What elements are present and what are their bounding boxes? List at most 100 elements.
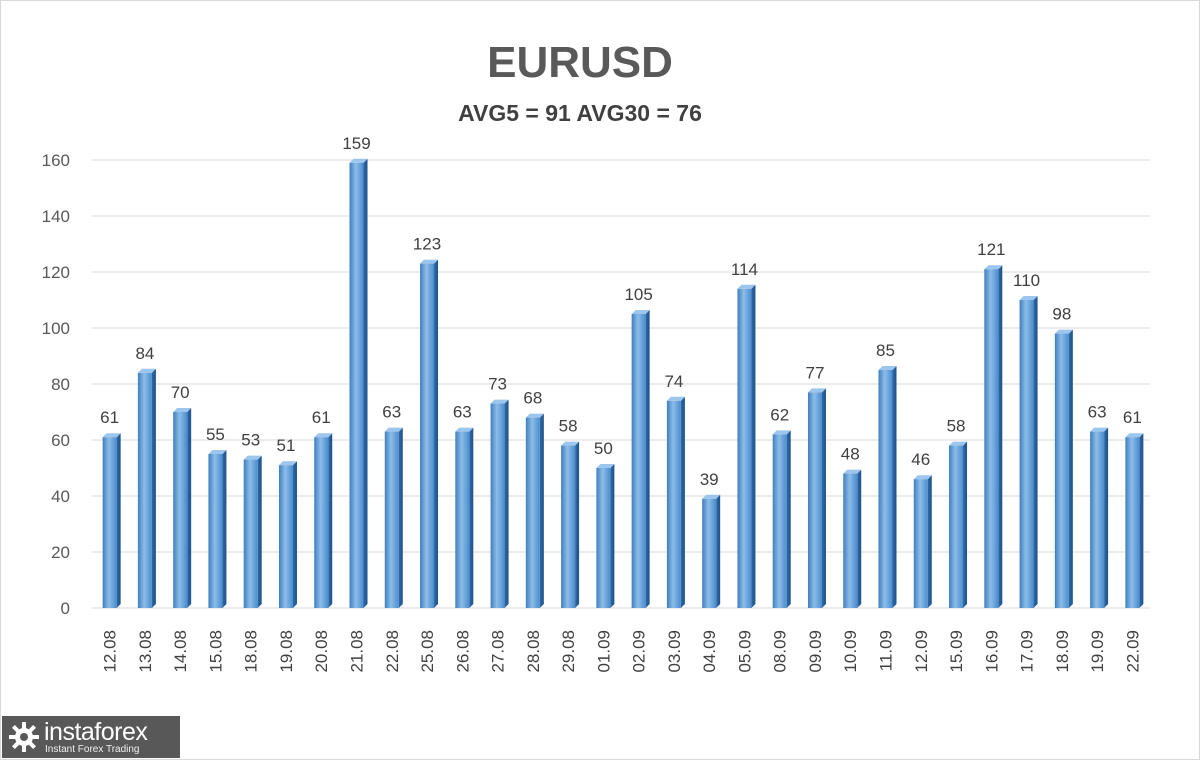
bar [490,399,509,608]
data-label: 58 [947,417,966,436]
bar-front [843,473,858,608]
bar-front [737,288,752,608]
bar-top [1090,427,1109,432]
x-tick-label: 13.08 [136,630,155,673]
data-labels: 61 84 70 55 53 51 61 159 63 123 63 73 68 58 50 105 74 39 1… [100,134,1142,489]
chart-title: EURUSD [487,38,673,87]
bar-side [892,366,897,608]
x-tick-label: 01.09 [594,630,613,673]
bar [102,433,121,608]
bar-top [349,158,368,163]
bar-top [949,441,968,446]
bar-top [314,433,333,438]
bar [984,265,1003,608]
data-label: 73 [488,375,507,394]
data-label: 63 [382,403,401,422]
bar [349,158,368,609]
logo-name: instaforex [44,718,148,746]
bar-side [434,259,439,608]
bar [278,461,297,608]
bar [243,455,262,608]
bar-front [596,468,611,608]
x-tick-label: 05.09 [735,630,754,673]
bar-front [702,498,717,608]
bar [1019,296,1038,608]
chart-subtitle: AVG5 = 91 AVG30 = 76 [458,100,702,126]
bar-front [631,314,646,608]
bar-front [102,437,117,608]
y-tick-label: 120 [42,263,70,282]
x-tick-label: 26.08 [453,630,472,673]
bar-front [1090,431,1105,608]
bar [913,475,932,608]
bar-side [927,475,932,608]
bar-top [596,464,615,468]
data-label: 159 [342,134,370,153]
bar-top [243,455,262,460]
bar-side [645,310,650,608]
bar-top [525,413,544,418]
bar-top [420,259,439,264]
bar-top [384,427,403,432]
bar-top [702,494,721,499]
bar-front [137,372,152,608]
x-tick-label: 17.09 [1018,630,1037,673]
bar-front [208,454,223,608]
bar-side [328,433,333,608]
data-label: 70 [171,383,190,402]
bar [596,464,615,608]
y-tick-label: 0 [61,599,70,618]
x-tick-label: 27.08 [489,630,508,673]
data-label: 46 [911,450,930,469]
bar-top [1019,296,1038,300]
bar-side [469,427,474,608]
bar-top [772,430,791,435]
x-tick-label: 19.09 [1088,630,1107,673]
data-label: 55 [206,425,225,444]
bar-top [913,475,932,480]
bar [807,388,826,608]
bar [455,427,474,608]
bar-front [314,437,329,608]
y-tick-label: 100 [42,319,70,338]
y-tick-label: 60 [51,431,70,450]
bar-front [525,417,540,608]
data-label: 105 [624,285,652,304]
data-label: 58 [559,417,578,436]
bar [525,413,544,608]
data-label: 98 [1052,305,1071,324]
x-tick-label: 11.09 [877,630,896,671]
bar [1054,329,1073,608]
x-tick-label: 21.08 [348,630,367,673]
x-tick-label: 15.09 [947,630,966,673]
x-tick-label: 28.08 [524,630,543,673]
bar-front [984,269,999,608]
bar-top [208,450,227,454]
bar-side [1139,433,1144,608]
bar-side [292,461,297,608]
bar-side [363,158,368,609]
y-tick-label: 140 [42,207,70,226]
bar-top [1054,329,1073,334]
data-label: 61 [1123,408,1142,427]
bar [1090,427,1109,608]
bar-side [963,441,968,608]
bar-top [631,310,650,314]
bar [314,433,333,608]
data-label: 85 [876,341,895,360]
bar-top [984,265,1003,270]
x-tick-label: 02.09 [630,630,649,673]
x-tick-label: 18.09 [1053,630,1072,673]
data-label: 68 [523,389,542,408]
x-tick-label: 04.09 [700,630,719,673]
bar-side [821,388,826,608]
grid-lines [92,159,1150,609]
data-label: 63 [1088,403,1107,422]
bar-side [1104,427,1109,608]
bar [878,366,897,608]
bar-side [116,433,121,608]
bar-top [737,284,756,289]
bar [173,408,192,608]
bar-top [878,366,897,370]
